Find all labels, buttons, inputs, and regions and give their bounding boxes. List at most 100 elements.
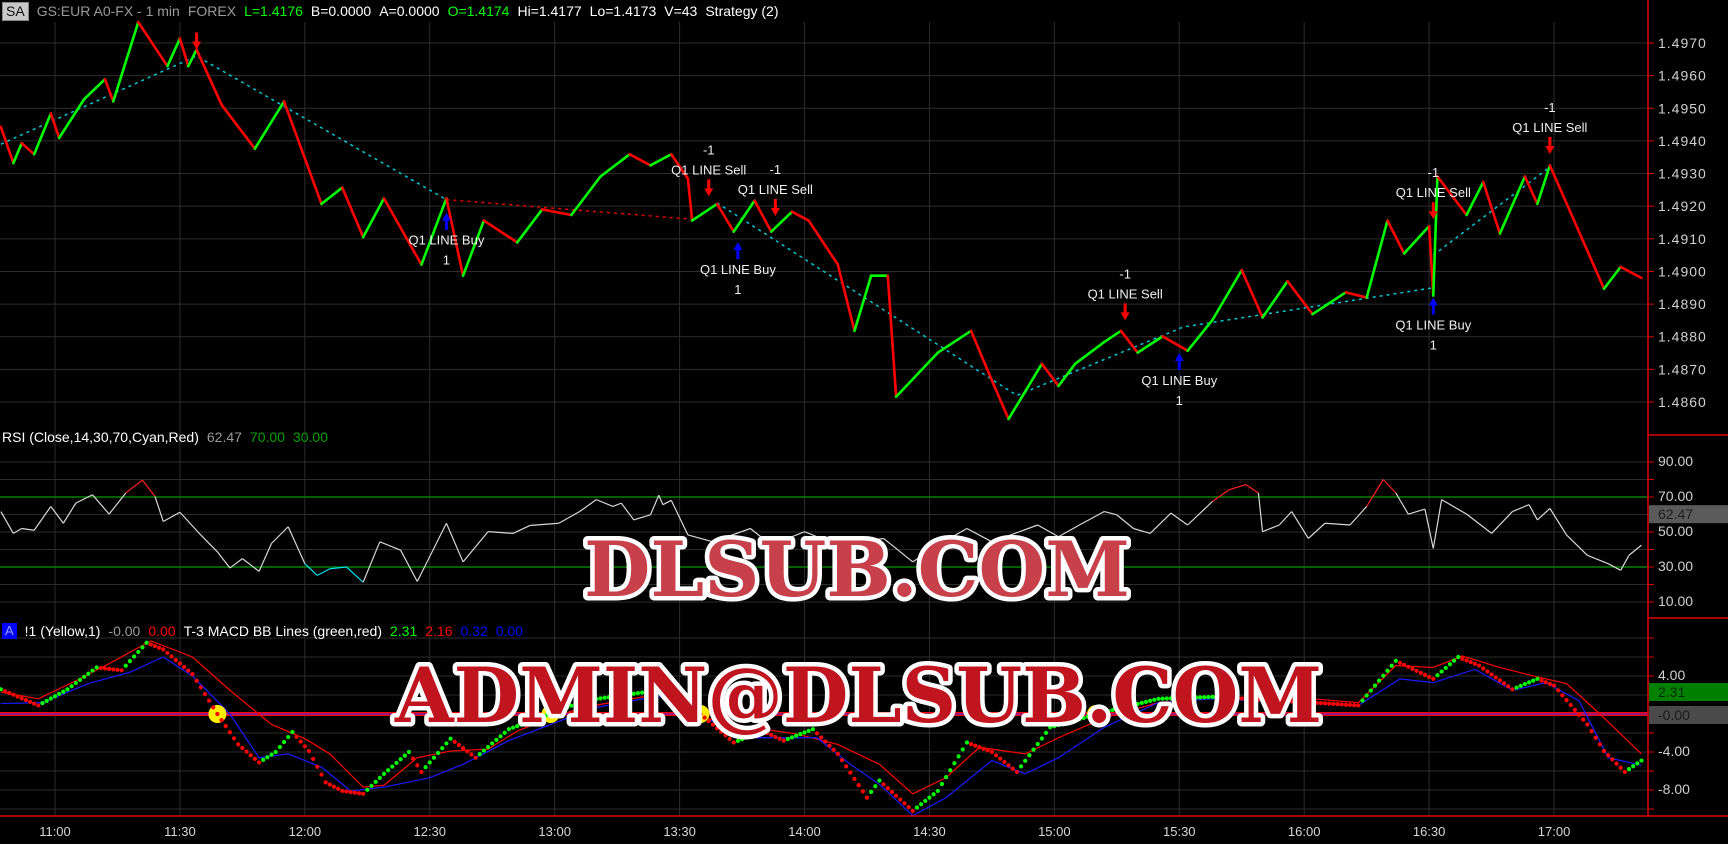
price-segment xyxy=(1057,362,1077,388)
rsi-segment xyxy=(1116,514,1134,529)
sell-arrow-icon xyxy=(770,198,780,216)
macd-dot xyxy=(702,715,707,720)
macd-dot xyxy=(1048,725,1053,730)
macd-dot xyxy=(669,695,674,700)
macd-dot xyxy=(823,739,828,744)
macd-dot xyxy=(1343,702,1348,707)
price-tick-label: 1.4860 xyxy=(1658,394,1707,410)
rsi-segment xyxy=(1307,522,1326,539)
rsi-segment xyxy=(329,566,347,570)
macd-dot xyxy=(623,692,628,697)
macd-dot xyxy=(1035,741,1040,747)
macd-dot xyxy=(648,689,653,694)
indicator-label[interactable]: !1 (Yellow,1) xyxy=(24,623,101,639)
macd-dot xyxy=(689,707,695,712)
buy-arrow-icon xyxy=(1428,297,1438,315)
macd-dot xyxy=(498,734,503,739)
price-segment xyxy=(1344,291,1368,299)
macd-dot xyxy=(1393,658,1398,663)
macd-dot xyxy=(894,793,899,798)
rsi-segment xyxy=(258,543,273,572)
exchange-label: FOREX xyxy=(187,3,237,19)
macd-dot xyxy=(968,741,974,747)
time-tick-label: 12:30 xyxy=(413,824,446,839)
macd-dot xyxy=(1131,702,1136,708)
macd-dot xyxy=(411,756,416,761)
macd-dot xyxy=(231,736,237,741)
time-tick-label: 15:30 xyxy=(1163,824,1196,839)
time-tick-label: 13:00 xyxy=(538,824,571,839)
rsi-segment xyxy=(1324,522,1351,526)
macd-dot xyxy=(781,738,786,743)
signal-qty: 1 xyxy=(1430,338,1437,353)
price-segment xyxy=(1465,180,1485,217)
rsi-title[interactable]: RSI (Close,14,30,70,Cyan,Red) xyxy=(2,429,199,445)
macd-dot xyxy=(1322,701,1328,706)
macd-dot xyxy=(348,789,353,795)
macd-dot xyxy=(173,657,178,663)
macd-dot xyxy=(1277,698,1282,703)
macd-dot xyxy=(48,696,53,701)
price-panel: Q1 LINE Buy 1 -1 Q1 LINE Sell Q1 LINE Buy 1 -1… xyxy=(0,20,1643,421)
price-segment xyxy=(753,199,773,233)
macd-dot xyxy=(1435,673,1440,678)
sa-button[interactable]: SA xyxy=(2,1,29,21)
price-segment xyxy=(1386,219,1406,255)
macd-dot xyxy=(311,756,316,761)
macd-dot xyxy=(827,743,832,748)
macd-dot xyxy=(277,744,282,750)
rsi-segment xyxy=(1424,508,1434,549)
macd-dot xyxy=(1285,699,1290,704)
macd-dot xyxy=(1256,697,1261,702)
macd-dot xyxy=(1427,674,1432,679)
macd-dot xyxy=(281,739,287,745)
macd-dot xyxy=(943,775,949,780)
macd-title[interactable]: T-3 MACD BB Lines (green,red) xyxy=(183,623,382,639)
price-segment xyxy=(1103,329,1123,344)
macd-dot xyxy=(993,753,999,758)
indicator-value-2: 0.00 xyxy=(148,623,176,639)
bid-price: B=0.0000 xyxy=(310,3,372,19)
watermark: DLSUB.COM ADMIN@DLSUB.COM xyxy=(390,521,1327,745)
macd-dot xyxy=(1081,715,1086,721)
rsi-segment xyxy=(512,524,530,534)
macd-dot xyxy=(873,784,878,789)
rsi-segment xyxy=(1257,492,1264,532)
macd-dot xyxy=(1431,676,1436,681)
buy-arrow-icon xyxy=(1174,353,1184,371)
macd-dot xyxy=(215,711,220,717)
macd-dot xyxy=(977,745,982,750)
rsi-segment xyxy=(1187,500,1214,526)
rsi-segment xyxy=(1149,512,1172,534)
macd-dot xyxy=(294,734,299,739)
macd-dot xyxy=(1143,699,1149,704)
signal-label: Q1 LINE Buy xyxy=(1395,318,1471,333)
macd-dot xyxy=(1106,708,1111,714)
macd-dot xyxy=(644,689,649,695)
macd-dot xyxy=(714,726,720,731)
signal-qty: -1 xyxy=(770,162,782,177)
macd-dot xyxy=(1539,678,1544,683)
rsi-segment xyxy=(750,528,772,546)
macd-dot xyxy=(1152,697,1157,702)
macd-dot xyxy=(981,746,986,751)
macd-dot xyxy=(785,736,790,742)
macd-dot xyxy=(394,760,399,766)
macd-dot xyxy=(444,741,449,746)
rsi-segment xyxy=(216,551,231,569)
macd-dot xyxy=(194,678,199,683)
macd-dot xyxy=(123,663,128,668)
rsi-segment xyxy=(125,479,143,494)
macd-blue-value-1: 0.32 xyxy=(460,623,488,639)
macd-dot xyxy=(673,697,678,702)
price-segment xyxy=(382,197,423,266)
a-button[interactable]: A xyxy=(2,623,17,639)
rsi-segment xyxy=(1349,506,1368,526)
macd-dot xyxy=(835,751,840,757)
macd-header: A !1 (Yellow,1) -0.00 0.00 T-3 MACD BB L… xyxy=(0,621,531,641)
rsi-segment xyxy=(229,558,243,569)
macd-dot xyxy=(323,780,328,785)
macd-dot xyxy=(1039,736,1044,741)
rsi-segment xyxy=(75,494,93,504)
strategy-label[interactable]: Strategy (2) xyxy=(705,3,779,19)
